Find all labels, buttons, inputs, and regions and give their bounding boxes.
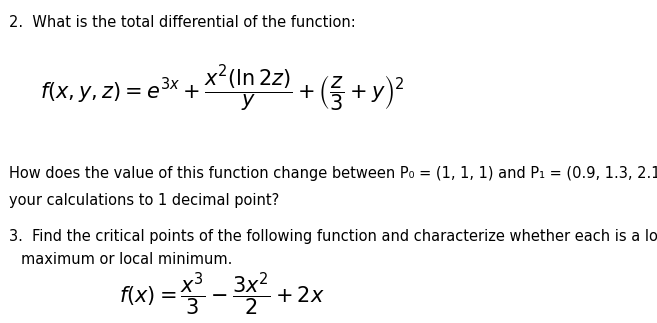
Text: $f(x,y,z) = e^{3x} + \dfrac{x^{2}(\ln 2z)}{y} + \left(\dfrac{z}{3} + y\right)^{2: $f(x,y,z) = e^{3x} + \dfrac{x^{2}(\ln 2z… [39,63,405,114]
Text: How does the value of this function change between P₀ = (1, 1, 1) and P₁ = (0.9,: How does the value of this function chan… [9,166,657,182]
Text: $f(x) = \dfrac{x^{3}}{3} - \dfrac{3x^{2}}{2} + 2x$: $f(x) = \dfrac{x^{3}}{3} - \dfrac{3x^{2}… [120,270,325,318]
Text: maximum or local minimum.: maximum or local minimum. [21,252,233,267]
Text: your calculations to 1 decimal point?: your calculations to 1 decimal point? [9,193,280,208]
Text: 2.  What is the total differential of the function:: 2. What is the total differential of the… [9,16,356,30]
Text: 3.  Find the critical points of the following function and characterize whether : 3. Find the critical points of the follo… [9,229,657,244]
